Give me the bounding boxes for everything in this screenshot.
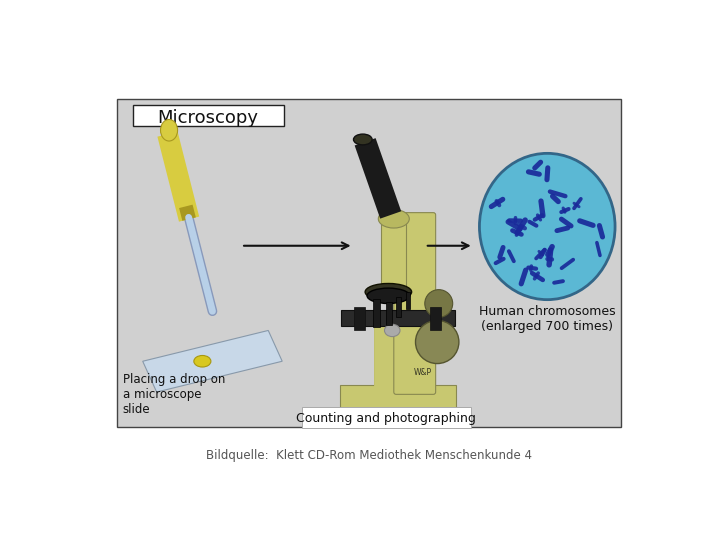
Text: Human chromosomes
(enlarged 700 times): Human chromosomes (enlarged 700 times) xyxy=(479,305,616,333)
Text: Counting and photographing: Counting and photographing xyxy=(296,411,476,425)
Ellipse shape xyxy=(194,355,211,367)
FancyBboxPatch shape xyxy=(406,292,410,308)
Ellipse shape xyxy=(480,153,615,300)
Ellipse shape xyxy=(367,288,410,303)
Text: W&P: W&P xyxy=(414,368,432,377)
Ellipse shape xyxy=(365,284,412,300)
Polygon shape xyxy=(143,330,282,392)
Ellipse shape xyxy=(354,134,372,145)
FancyBboxPatch shape xyxy=(394,213,436,394)
FancyBboxPatch shape xyxy=(373,299,380,327)
Ellipse shape xyxy=(384,325,400,336)
Ellipse shape xyxy=(378,210,409,228)
FancyBboxPatch shape xyxy=(117,99,621,427)
FancyBboxPatch shape xyxy=(431,307,441,330)
FancyBboxPatch shape xyxy=(396,297,401,317)
Circle shape xyxy=(425,289,453,318)
FancyBboxPatch shape xyxy=(341,310,455,326)
FancyBboxPatch shape xyxy=(302,407,472,428)
Text: Microscopy: Microscopy xyxy=(157,109,258,127)
FancyBboxPatch shape xyxy=(132,105,284,126)
Text: Placing a drop on
a microscope
slide: Placing a drop on a microscope slide xyxy=(122,373,225,416)
FancyBboxPatch shape xyxy=(351,409,444,418)
Circle shape xyxy=(415,320,459,363)
Text: Bildquelle:  Klett CD-Rom Mediothek Menschenkunde 4: Bildquelle: Klett CD-Rom Mediothek Mensc… xyxy=(206,449,532,462)
FancyBboxPatch shape xyxy=(386,301,392,326)
FancyBboxPatch shape xyxy=(341,385,456,413)
FancyBboxPatch shape xyxy=(382,213,406,294)
Ellipse shape xyxy=(161,119,178,141)
FancyBboxPatch shape xyxy=(354,307,365,330)
